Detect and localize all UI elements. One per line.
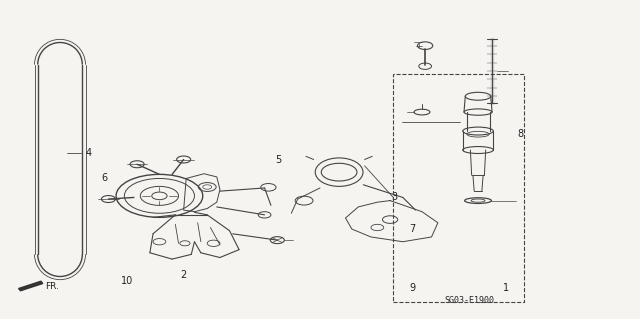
Text: 2: 2 bbox=[180, 270, 186, 280]
Text: 8: 8 bbox=[518, 129, 524, 139]
Text: 4: 4 bbox=[86, 148, 92, 158]
Text: 5: 5 bbox=[275, 154, 282, 165]
Text: 6: 6 bbox=[102, 174, 108, 183]
Text: 10: 10 bbox=[122, 276, 134, 286]
Text: FR.: FR. bbox=[45, 282, 60, 291]
Text: SG03-E1900: SG03-E1900 bbox=[445, 296, 495, 305]
Polygon shape bbox=[19, 281, 43, 291]
Text: 7: 7 bbox=[409, 224, 415, 234]
Text: 1: 1 bbox=[503, 283, 509, 293]
Text: 3: 3 bbox=[392, 192, 397, 203]
Text: 9: 9 bbox=[410, 283, 415, 293]
Bar bbox=[394, 74, 524, 302]
